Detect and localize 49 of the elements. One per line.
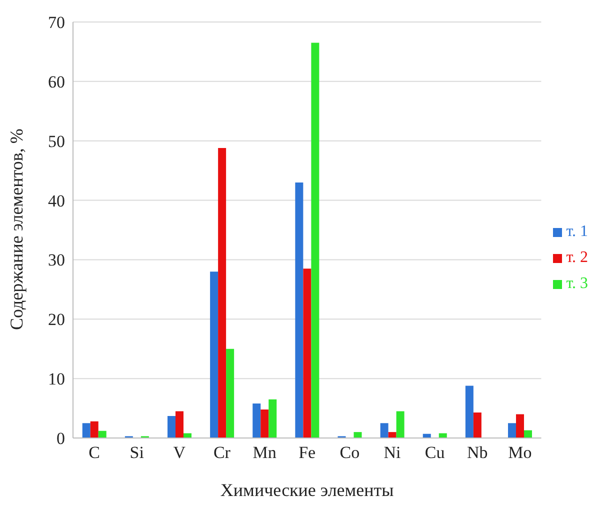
bar — [260, 409, 269, 438]
x-tick-label: Cr — [213, 443, 231, 462]
y-tick-label: 40 — [48, 191, 65, 210]
bar — [90, 421, 98, 438]
bar — [311, 42, 320, 438]
y-tick-label: 30 — [48, 250, 65, 270]
bar — [210, 272, 218, 438]
x-tick-label: Nb — [466, 443, 488, 462]
y-axis-title: Содержание элементов, % — [6, 128, 26, 330]
legend-label: т. 2 — [566, 249, 588, 266]
x-tick-label: Fe — [298, 443, 316, 462]
x-tick-label: Mn — [252, 443, 277, 462]
bar — [252, 404, 261, 438]
bar — [98, 430, 106, 438]
x-tick-label: V — [173, 443, 186, 462]
x-tick-label: C — [88, 443, 100, 462]
x-tick-label: Cu — [424, 443, 446, 462]
y-tick-label: 0 — [56, 429, 65, 448]
y-tick-label: 60 — [48, 72, 65, 92]
legend-label: т. 3 — [566, 275, 588, 292]
bar — [388, 432, 396, 438]
bar — [524, 430, 532, 438]
bar — [465, 386, 474, 438]
bar — [167, 416, 176, 438]
bar — [380, 423, 388, 438]
bar — [516, 414, 524, 438]
y-tick-label: 70 — [48, 13, 65, 32]
x-tick-label: Co — [340, 443, 360, 462]
bar — [183, 433, 192, 438]
x-tick-label: Si — [130, 443, 144, 462]
y-tick-label: 20 — [48, 310, 65, 330]
bar — [82, 423, 90, 438]
legend-label: т. 1 — [566, 223, 588, 240]
bar — [508, 423, 516, 438]
y-tick-label: 10 — [48, 370, 65, 389]
bar — [438, 433, 447, 438]
x-axis-title: Химические элементы — [220, 480, 394, 500]
bar — [396, 411, 404, 438]
y-tick-label: 50 — [48, 132, 65, 151]
bar — [303, 268, 312, 438]
bar — [175, 411, 184, 438]
bar — [268, 399, 277, 438]
bar — [218, 148, 226, 438]
bar — [295, 182, 304, 438]
x-tick-label: Ni — [384, 443, 402, 462]
bar — [354, 432, 362, 438]
bar — [473, 412, 482, 438]
x-tick-label: Mo — [508, 443, 532, 462]
bar — [226, 348, 234, 438]
